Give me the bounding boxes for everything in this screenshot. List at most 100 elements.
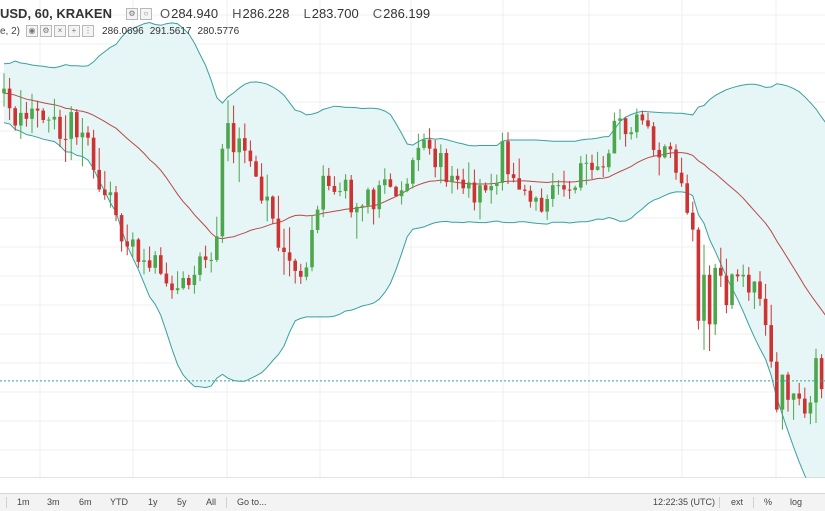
candle-body <box>164 273 169 284</box>
candle-body <box>399 190 404 197</box>
bollinger-lower-line <box>3 122 807 478</box>
candle-body <box>511 174 516 179</box>
range-1m-button[interactable]: 1m <box>17 497 30 507</box>
candle-body <box>198 256 202 275</box>
candle-body <box>730 274 734 306</box>
range-5y-button[interactable]: 5y <box>177 497 187 507</box>
add-icon[interactable]: + <box>68 25 81 37</box>
candle-body <box>517 178 521 190</box>
candle-body <box>467 182 471 189</box>
bottom-toolbar: 1m 3m 6m YTD 1y 5y All Go to... 12:22:35… <box>0 493 825 511</box>
candles <box>2 73 824 430</box>
range-all-button[interactable]: All <box>206 497 217 507</box>
settings-icon[interactable]: ⚙ <box>125 7 138 20</box>
log-toggle[interactable]: log <box>790 497 803 507</box>
candle-body <box>780 374 785 410</box>
bb-lower-value: 280.5776 <box>197 25 240 37</box>
ohlc-open: O284.940 <box>159 6 219 21</box>
more-icon[interactable]: ⋮ <box>82 25 95 37</box>
candle-body <box>607 153 611 168</box>
candle-body <box>332 186 337 192</box>
eye-icon[interactable]: ◉ <box>26 25 39 37</box>
candle-body <box>416 147 421 161</box>
candle-body <box>539 197 544 212</box>
indicator-legend: e, 2) ◉ ⚙ × + ⋮ 286.0696 291.5617 280.57… <box>0 25 239 37</box>
candle-body <box>30 108 34 119</box>
candle-body <box>455 175 460 180</box>
candle-body <box>635 114 639 133</box>
price-chart[interactable]: 2345678910 <box>0 0 825 478</box>
candle-body <box>679 172 684 184</box>
candle-body <box>131 239 135 247</box>
candle-body <box>573 187 577 190</box>
candle-body <box>478 185 482 203</box>
candle-body <box>735 274 740 277</box>
candle-body <box>282 247 286 252</box>
range-1y-button[interactable]: 1y <box>148 497 158 507</box>
candle-body <box>41 110 45 120</box>
candle-body <box>769 325 773 362</box>
bollinger-basis-line <box>3 92 825 316</box>
candle-body <box>248 150 253 162</box>
hide-icon[interactable]: ○ <box>139 7 152 20</box>
separator <box>719 497 720 508</box>
candle-body <box>640 114 645 121</box>
candle-body <box>422 139 426 148</box>
candle-body <box>394 186 398 197</box>
candle-body <box>299 270 303 277</box>
candle-body <box>427 139 432 149</box>
candle-body <box>315 209 320 230</box>
candle-body <box>271 196 275 219</box>
candle-body <box>170 283 174 291</box>
candle-body <box>483 185 488 191</box>
bb-basis-value: 286.0696 <box>102 25 144 37</box>
candle-body <box>220 148 225 237</box>
indicator-label[interactable]: e, 2) <box>0 25 21 37</box>
ext-toggle[interactable]: ext <box>731 497 744 507</box>
candle-body <box>377 185 381 210</box>
candle-body <box>657 149 661 158</box>
candle-body <box>579 163 583 188</box>
range-3m-button[interactable]: 3m <box>47 497 60 507</box>
clock-time[interactable]: 12:22:35 (UTC) <box>653 497 716 507</box>
candle-body <box>495 182 499 186</box>
candle-body <box>696 229 701 321</box>
candle-body <box>321 175 325 210</box>
candle-body <box>595 166 600 170</box>
candle-body <box>623 118 628 135</box>
symbol-title[interactable]: USD, 60, KRAKEN <box>0 6 112 21</box>
candle-body <box>147 260 152 268</box>
candle-body <box>405 183 409 191</box>
candle-body <box>450 175 454 183</box>
separator <box>6 497 7 508</box>
candle-body <box>86 132 90 138</box>
percent-toggle[interactable]: % <box>764 497 773 507</box>
candle-body <box>304 267 309 277</box>
candle-body <box>775 361 779 410</box>
candle-body <box>35 108 40 111</box>
close-icon[interactable]: × <box>54 25 67 37</box>
candle-body <box>472 182 477 203</box>
candle-body <box>360 205 365 207</box>
candle-body <box>371 189 376 210</box>
goto-button[interactable]: Go to... <box>237 497 267 507</box>
candle-body <box>556 185 561 187</box>
candle-body <box>601 166 605 168</box>
candle-body <box>231 123 236 153</box>
candle-body <box>819 358 824 390</box>
candle-body <box>763 298 768 326</box>
candle-body <box>254 161 258 177</box>
candle-body <box>668 146 673 150</box>
range-ytd-button[interactable]: YTD <box>110 497 128 507</box>
range-6m-button[interactable]: 6m <box>79 497 92 507</box>
ohlc-low: L283.700 <box>303 6 359 21</box>
candle-body <box>114 192 118 216</box>
candle-body <box>226 123 230 149</box>
candle-body <box>383 179 387 186</box>
settings-icon[interactable]: ⚙ <box>40 25 53 37</box>
candle-body <box>545 199 549 212</box>
candle-body <box>528 190 533 202</box>
separator <box>753 497 754 508</box>
candle-body <box>343 179 348 192</box>
candle-body <box>287 252 292 261</box>
